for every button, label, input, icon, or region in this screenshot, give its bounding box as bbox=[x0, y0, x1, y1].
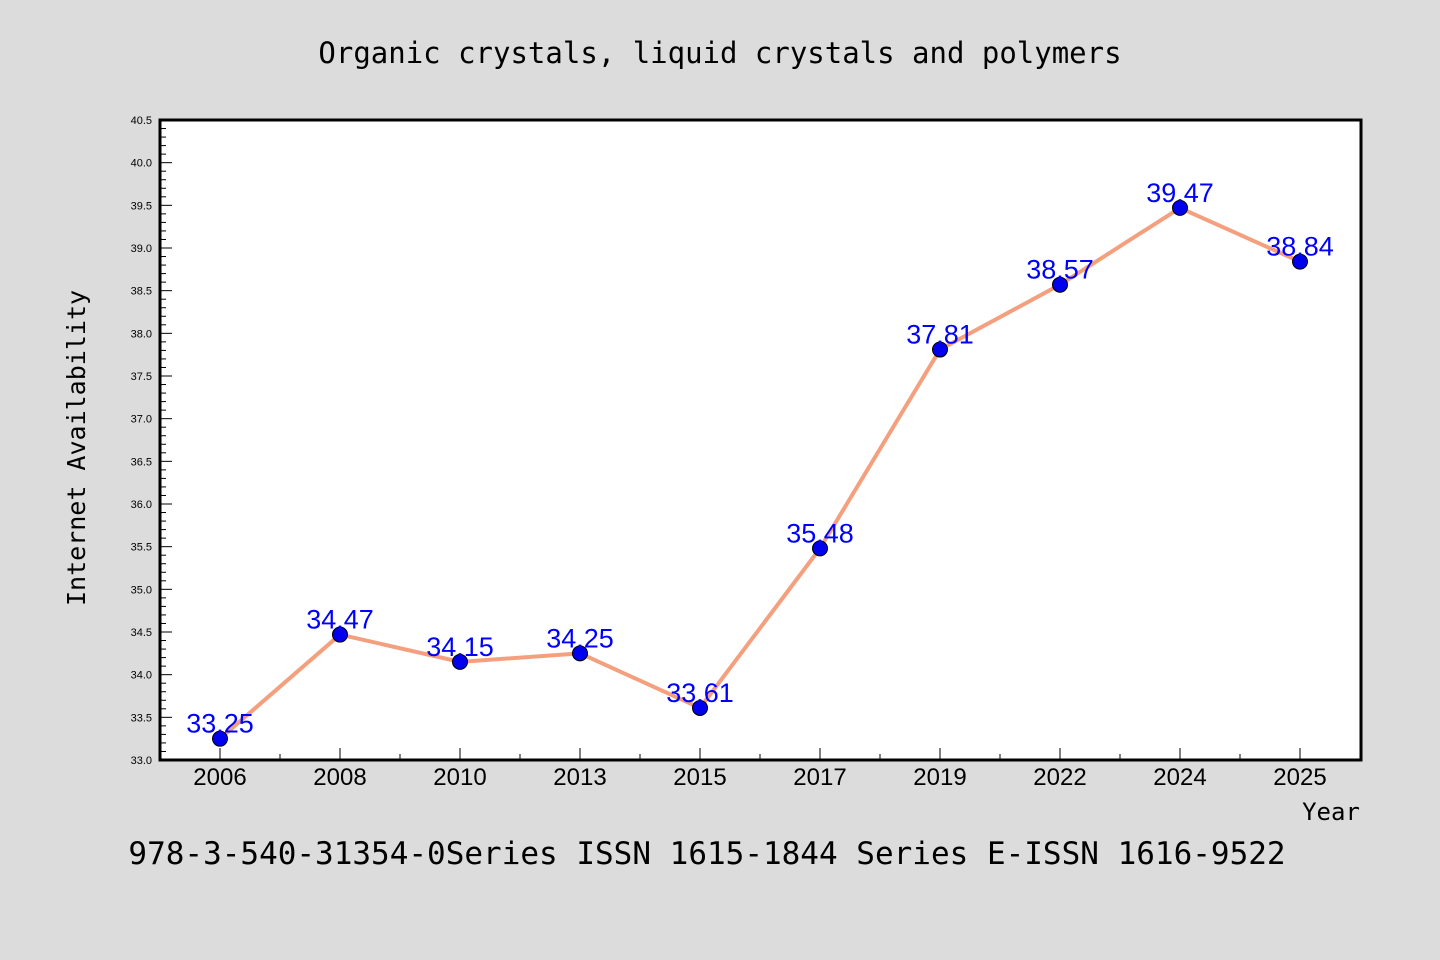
data-point bbox=[1172, 199, 1188, 216]
data-point bbox=[1292, 253, 1308, 270]
x-tick-label: 2025 bbox=[1273, 764, 1326, 791]
x-axis-label: Year bbox=[1302, 798, 1360, 826]
data-label: 38.84 bbox=[1266, 232, 1334, 262]
y-tick-label: 37.5 bbox=[131, 371, 152, 383]
x-tick-label: 2008 bbox=[313, 764, 366, 791]
data-point bbox=[332, 626, 348, 643]
x-tick-label: 2022 bbox=[1033, 764, 1086, 791]
y-axis-label: Internet Availability bbox=[62, 290, 91, 606]
data-label: 35.48 bbox=[786, 518, 854, 548]
y-tick-label: 38.0 bbox=[131, 328, 152, 340]
y-tick-label: 38.5 bbox=[131, 286, 152, 298]
y-tick-label: 40.0 bbox=[131, 158, 152, 170]
data-label: 38.57 bbox=[1026, 255, 1094, 285]
data-point bbox=[452, 653, 468, 670]
data-points bbox=[212, 199, 1308, 747]
y-axis-tick-labels: 33.0 33.5 34.0 34.5 35.0 35.5 36.0 36.5 37.0 37.5… bbox=[131, 115, 152, 767]
data-point bbox=[932, 341, 948, 358]
y-tick-label: 33.5 bbox=[131, 712, 152, 724]
x-tick-label: 2015 bbox=[673, 764, 726, 791]
data-label: 34.47 bbox=[306, 605, 374, 635]
data-label: 34.25 bbox=[546, 623, 614, 653]
series-line bbox=[218, 205, 1301, 741]
y-tick-label: 36.5 bbox=[131, 456, 152, 468]
data-label: 39.47 bbox=[1146, 178, 1214, 208]
axis-ticks bbox=[160, 119, 1301, 761]
data-point bbox=[572, 645, 588, 662]
data-point bbox=[692, 699, 708, 716]
y-tick-label: 34.0 bbox=[131, 670, 152, 682]
x-tick-label: 2019 bbox=[913, 764, 966, 791]
data-label: 33.25 bbox=[186, 709, 254, 739]
y-tick-label: 34.5 bbox=[131, 627, 152, 639]
data-label: 33.61 bbox=[666, 678, 734, 708]
data-label: 37.81 bbox=[906, 320, 974, 350]
x-tick-label: 2024 bbox=[1153, 764, 1206, 791]
series-line-group bbox=[218, 205, 1301, 741]
x-tick-label: 2006 bbox=[193, 764, 246, 791]
data-point bbox=[1052, 276, 1068, 293]
y-tick-label: 33.0 bbox=[131, 755, 152, 767]
y-tick-label: 39.5 bbox=[131, 200, 152, 212]
x-tick-label: 2010 bbox=[433, 764, 486, 791]
y-tick-label: 39.0 bbox=[131, 243, 152, 255]
x-tick-label: 2013 bbox=[553, 764, 606, 791]
chart-title: Organic crystals, liquid crystals and po… bbox=[318, 36, 1121, 70]
data-point bbox=[812, 540, 828, 557]
y-tick-label: 36.0 bbox=[131, 499, 152, 511]
y-tick-label: 35.0 bbox=[131, 584, 152, 596]
footer-text: 978-3-540-31354-0Series ISSN 1615-1844 S… bbox=[128, 836, 1285, 872]
data-labels: 33.25 34.47 34.15 34.25 33.61 35.48 37.81 38.57… bbox=[186, 178, 1334, 739]
data-point bbox=[212, 730, 228, 747]
x-tick-label: 2017 bbox=[793, 764, 846, 791]
data-label: 34.15 bbox=[426, 632, 494, 662]
x-axis-tick-labels: 2006 2008 2010 2013 2015 2017 2019 2022 2024 2025 bbox=[193, 764, 1326, 791]
y-tick-label: 37.0 bbox=[131, 414, 152, 426]
y-tick-label: 35.5 bbox=[131, 542, 152, 554]
plot-area bbox=[158, 118, 1363, 762]
y-tick-label: 40.5 bbox=[131, 115, 152, 127]
